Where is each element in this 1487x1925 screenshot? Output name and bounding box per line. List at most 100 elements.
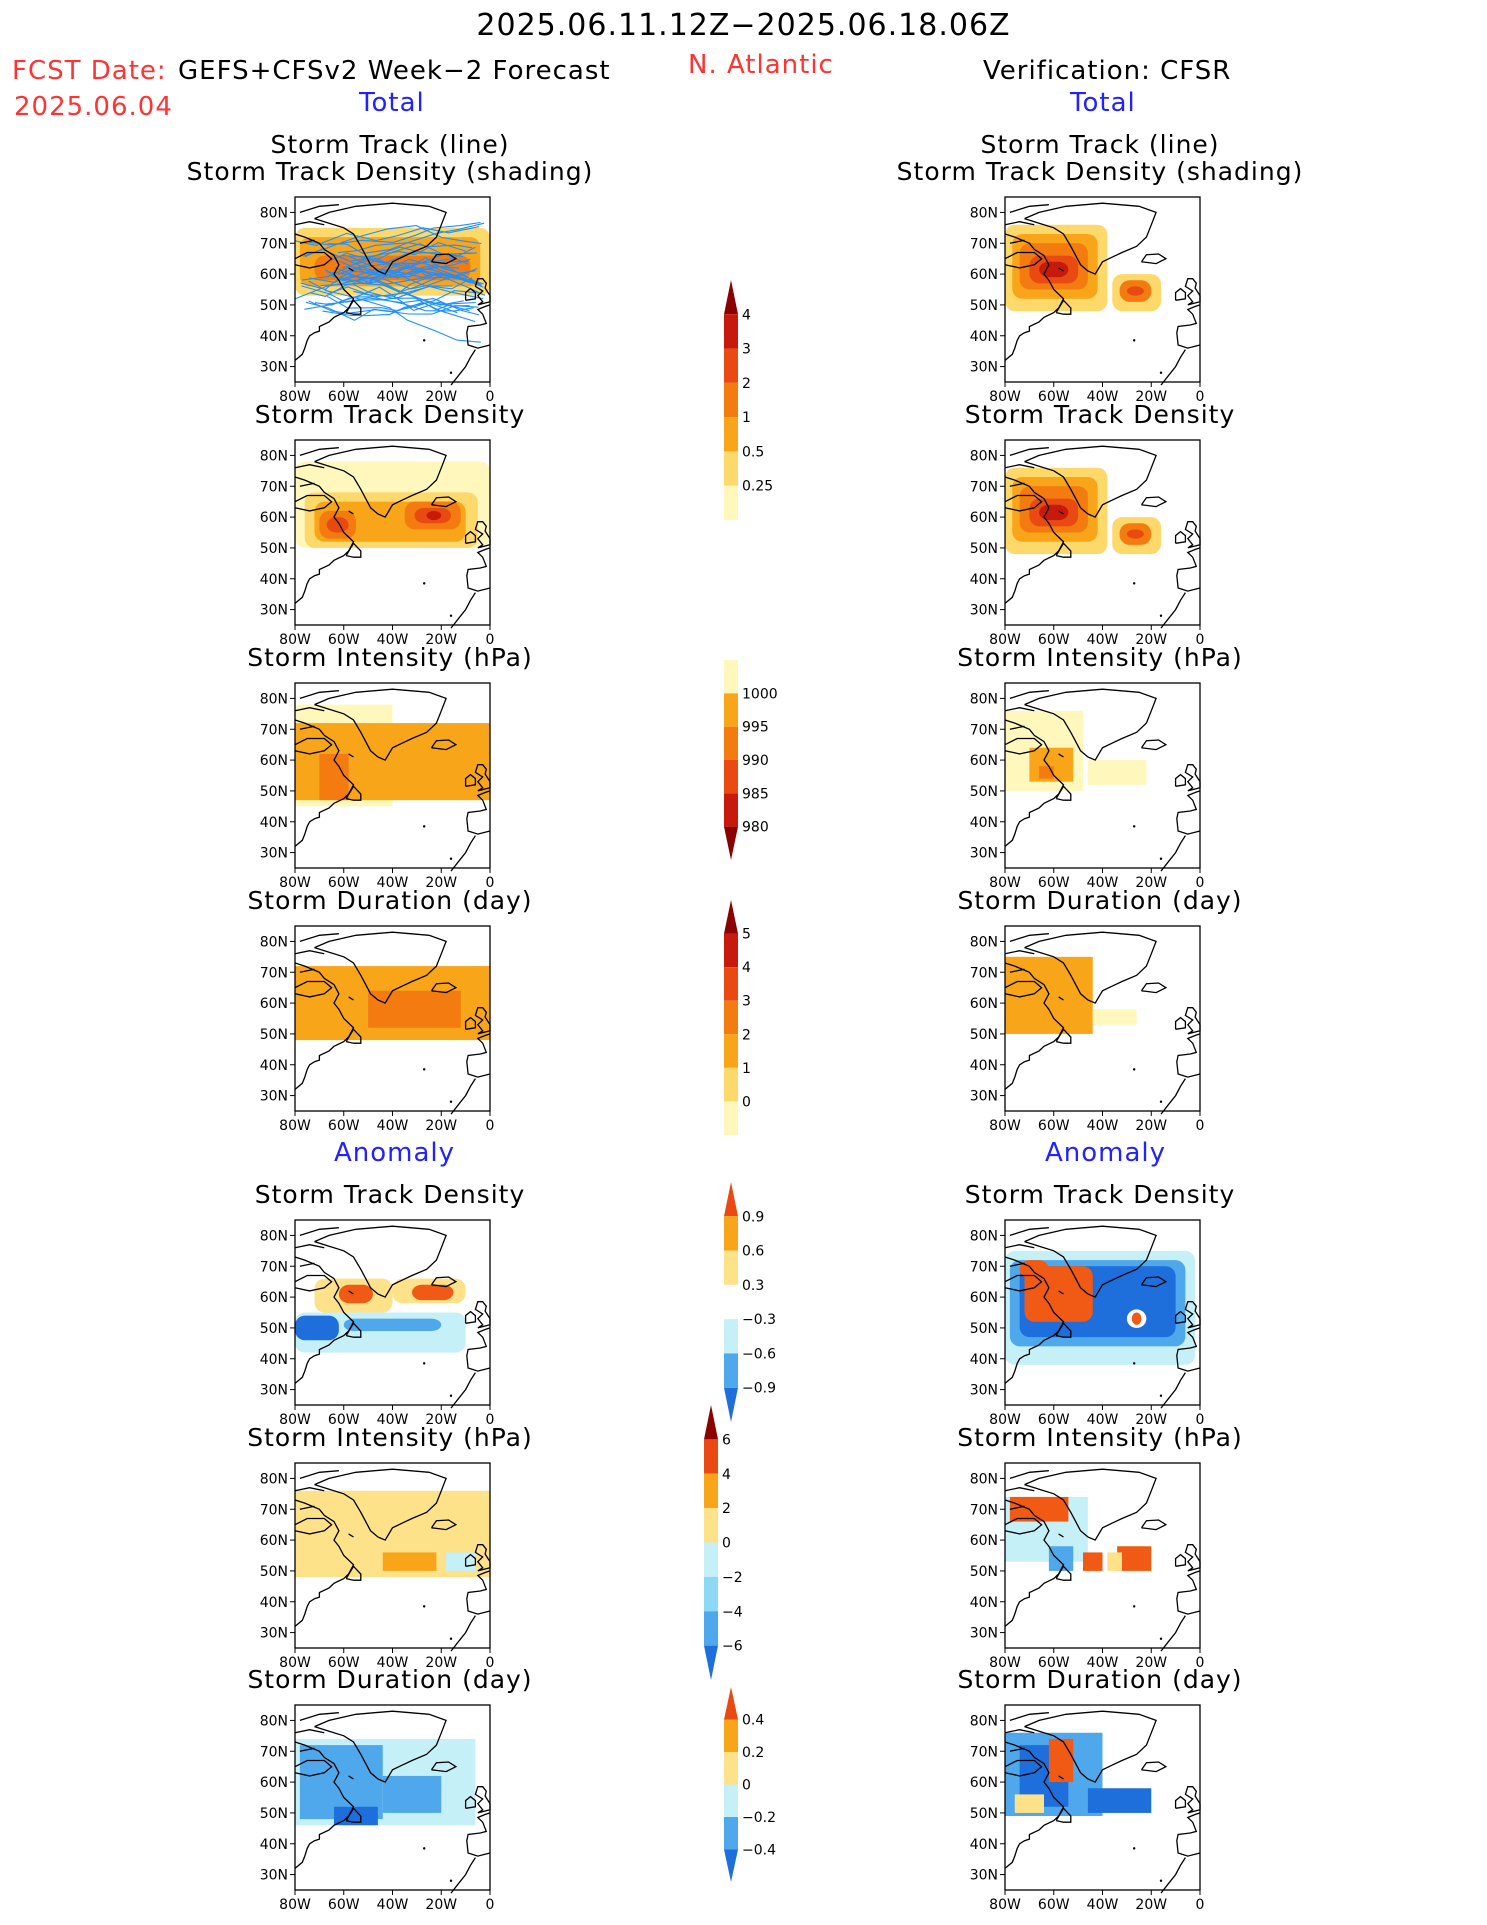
coast-outline	[1004, 1517, 1043, 1535]
lon-label: 60W	[328, 1412, 360, 1428]
colorbar-segment	[724, 1000, 738, 1035]
coastlines	[294, 1710, 491, 1894]
panel-title-verif-intensity: Storm Intensity (hPa)	[957, 643, 1243, 672]
lat-label: 30N	[260, 1089, 288, 1105]
colorbar-label: 2	[742, 1027, 751, 1043]
panel-title-verif-density-anom: Storm Track Density	[964, 1180, 1236, 1209]
lat-label: 30N	[970, 846, 998, 862]
island-dot	[1159, 371, 1163, 374]
coast-outline	[1009, 239, 1025, 244]
lon-label: 20W	[1135, 1655, 1167, 1671]
track-line	[331, 252, 486, 296]
coast-outline	[1009, 1262, 1025, 1267]
lon-label: 40W	[377, 389, 409, 405]
island-dot	[1159, 1879, 1163, 1882]
coast-outline	[430, 253, 458, 265]
shade-cell	[1087, 1788, 1152, 1813]
island-dot	[1132, 825, 1136, 828]
coast-outline	[294, 980, 333, 998]
colorbar-label: −0.9	[742, 1381, 776, 1397]
lon-label: 80W	[279, 1897, 311, 1913]
shading	[295, 1490, 490, 1578]
shading	[1005, 224, 1161, 312]
shade-cell	[1014, 1794, 1044, 1813]
lon-label: 60W	[328, 1897, 360, 1913]
colorbar-segment	[724, 726, 738, 760]
colorbar-label: −0.6	[742, 1346, 776, 1362]
island-dot	[449, 614, 453, 617]
lat-label: 80N	[970, 448, 998, 464]
lat-label: 50N	[260, 298, 288, 314]
lat-label: 50N	[260, 541, 288, 557]
coast-outline	[430, 496, 458, 508]
coast-outline	[1004, 1499, 1065, 1627]
lat-label: 50N	[970, 298, 998, 314]
coast-outline	[348, 1533, 354, 1538]
colorbar-arrow-top	[724, 1182, 738, 1217]
coast-outline	[299, 690, 339, 700]
island-dot	[422, 582, 426, 585]
coast-outline	[474, 1786, 491, 1814]
coast-outline	[1009, 1747, 1025, 1752]
coast-outline	[1009, 1505, 1025, 1510]
island-dot	[422, 339, 426, 342]
lat-label: 40N	[970, 329, 998, 345]
shading	[1005, 710, 1147, 791]
track-line	[335, 267, 464, 306]
lat-label: 60N	[260, 510, 288, 526]
colorbar-segment	[724, 1752, 738, 1785]
lon-label: 40W	[377, 632, 409, 648]
fcst-model: GEFS+CFSv2 Week−2 Forecast	[178, 56, 611, 86]
coast-outline	[466, 547, 491, 592]
lon-label: 40W	[1087, 632, 1119, 648]
map-fcst-duration-anom: 80N 70N 60N 50N 40N 30N 80W 60W 40W 20W 0	[260, 1704, 494, 1913]
map-verif-density: 80N 70N 60N 50N 40N 30N 80W 60W 40W 20W 0	[970, 439, 1204, 648]
colorbar-label: −4	[722, 1604, 743, 1620]
coast-outline	[1004, 950, 1035, 955]
right-total-label: Total	[1070, 88, 1136, 118]
lat-label: 40N	[260, 1352, 288, 1368]
lon-label: 20W	[425, 389, 457, 405]
panel-title-fcst-density: Storm Track Density	[254, 400, 526, 429]
island-dot	[422, 1605, 426, 1608]
lat-label: 70N	[970, 1502, 998, 1518]
shade-cell	[1107, 1552, 1122, 1571]
colorbar-label: 0	[722, 1536, 731, 1552]
coast-outline	[430, 1519, 458, 1531]
coast-outline	[1004, 1741, 1065, 1869]
coast-outline	[1009, 1470, 1049, 1480]
shade-cell	[1126, 529, 1144, 539]
coast-outline	[1009, 1712, 1049, 1722]
colorbar-label: 1	[742, 410, 751, 426]
coast-outline	[1004, 1256, 1065, 1384]
coast-outline	[1004, 221, 1035, 226]
coast-outline	[294, 1244, 325, 1249]
coast-outline	[1009, 482, 1025, 487]
lat-label: 60N	[260, 267, 288, 283]
shade-cell	[334, 1806, 378, 1826]
coast-outline	[299, 239, 315, 244]
coast-outline	[1160, 1857, 1186, 1894]
coast-outline	[314, 445, 447, 518]
lon-label: 40W	[1087, 1118, 1119, 1134]
lat-label: 60N	[970, 267, 998, 283]
coast-outline	[450, 1857, 476, 1894]
lat-label: 80N	[970, 205, 998, 221]
map-verif-track-line: 80N 70N 60N 50N 40N 30N 80W 60W 40W 20W 0	[970, 196, 1204, 405]
lon-label: 80W	[989, 875, 1021, 891]
shade-cell	[392, 1003, 447, 1019]
lon-label: 20W	[1135, 1412, 1167, 1428]
lon-label: 40W	[1087, 875, 1119, 891]
coast-outline	[1004, 962, 1065, 1090]
lat-label: 40N	[970, 1352, 998, 1368]
coast-outline	[294, 1499, 355, 1627]
shade-cell	[382, 1552, 437, 1571]
storm-tracks	[294, 221, 486, 343]
island-dot	[422, 825, 426, 828]
lon-label: 60W	[1038, 389, 1070, 405]
region-label: N. Atlantic	[688, 50, 834, 80]
colorbar-segments	[724, 660, 738, 860]
map-verif-duration-anom: 80N 70N 60N 50N 40N 30N 80W 60W 40W 20W 0	[970, 1704, 1204, 1913]
lat-label: 60N	[260, 1290, 288, 1306]
coast-outline	[1174, 530, 1187, 544]
